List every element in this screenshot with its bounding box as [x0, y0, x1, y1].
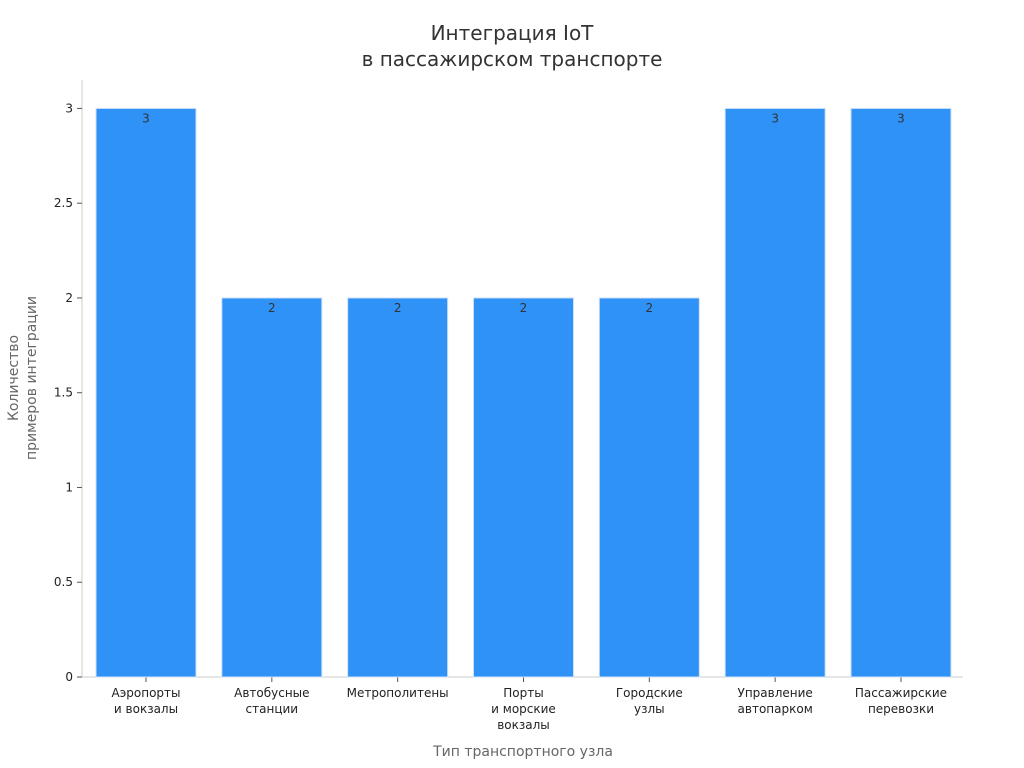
- bars: 3 2 2 2 2 3 3: [95, 107, 952, 678]
- bar-value-label: 2: [268, 301, 276, 315]
- y-tick-label: 1.5: [54, 386, 73, 400]
- bar-value-label: 2: [520, 301, 528, 315]
- bar: [95, 107, 197, 678]
- x-axis: Аэропорты и вокзалы Автобусные станции Метро…: [82, 676, 963, 732]
- x-tick-label: Городские узлы: [616, 686, 683, 716]
- x-tick-label: Метрополитены: [347, 686, 449, 700]
- y-tick-label: 3: [65, 101, 73, 115]
- bar: [850, 107, 952, 678]
- bar: [472, 297, 574, 678]
- y-axis: 0 0.5 1 1.5 2 2.5 3: [54, 80, 83, 684]
- y-tick-label: 1: [65, 480, 73, 494]
- x-tick-label: Управление автопарком: [738, 686, 813, 716]
- y-tick-label: 0: [65, 670, 73, 684]
- x-tick-label: Аэропорты и вокзалы: [111, 686, 180, 716]
- x-tick-label: Пассажирские перевозки: [855, 686, 947, 716]
- bar-value-label: 3: [897, 111, 905, 125]
- x-tick-label: Порты и морские вокзалы: [491, 686, 556, 732]
- x-tick-label: Автобусные станции: [234, 686, 309, 716]
- y-tick-label: 2: [65, 291, 73, 305]
- bar-value-label: 2: [394, 301, 402, 315]
- bar-value-label: 3: [142, 111, 150, 125]
- bar: [724, 107, 826, 678]
- y-tick-label: 2.5: [54, 196, 73, 210]
- y-axis-label: Количество примеров интеграции: [6, 296, 40, 460]
- bar-value-label: 3: [771, 111, 779, 125]
- x-axis-label: Тип транспортного узла: [432, 744, 613, 760]
- y-tick-label: 0.5: [54, 575, 73, 589]
- bar-value-label: 2: [645, 301, 653, 315]
- bar: [347, 297, 449, 678]
- bar: [221, 297, 323, 678]
- bar: [598, 297, 700, 678]
- chart-title: Интеграция IoT в пассажирском транспорте: [362, 21, 663, 71]
